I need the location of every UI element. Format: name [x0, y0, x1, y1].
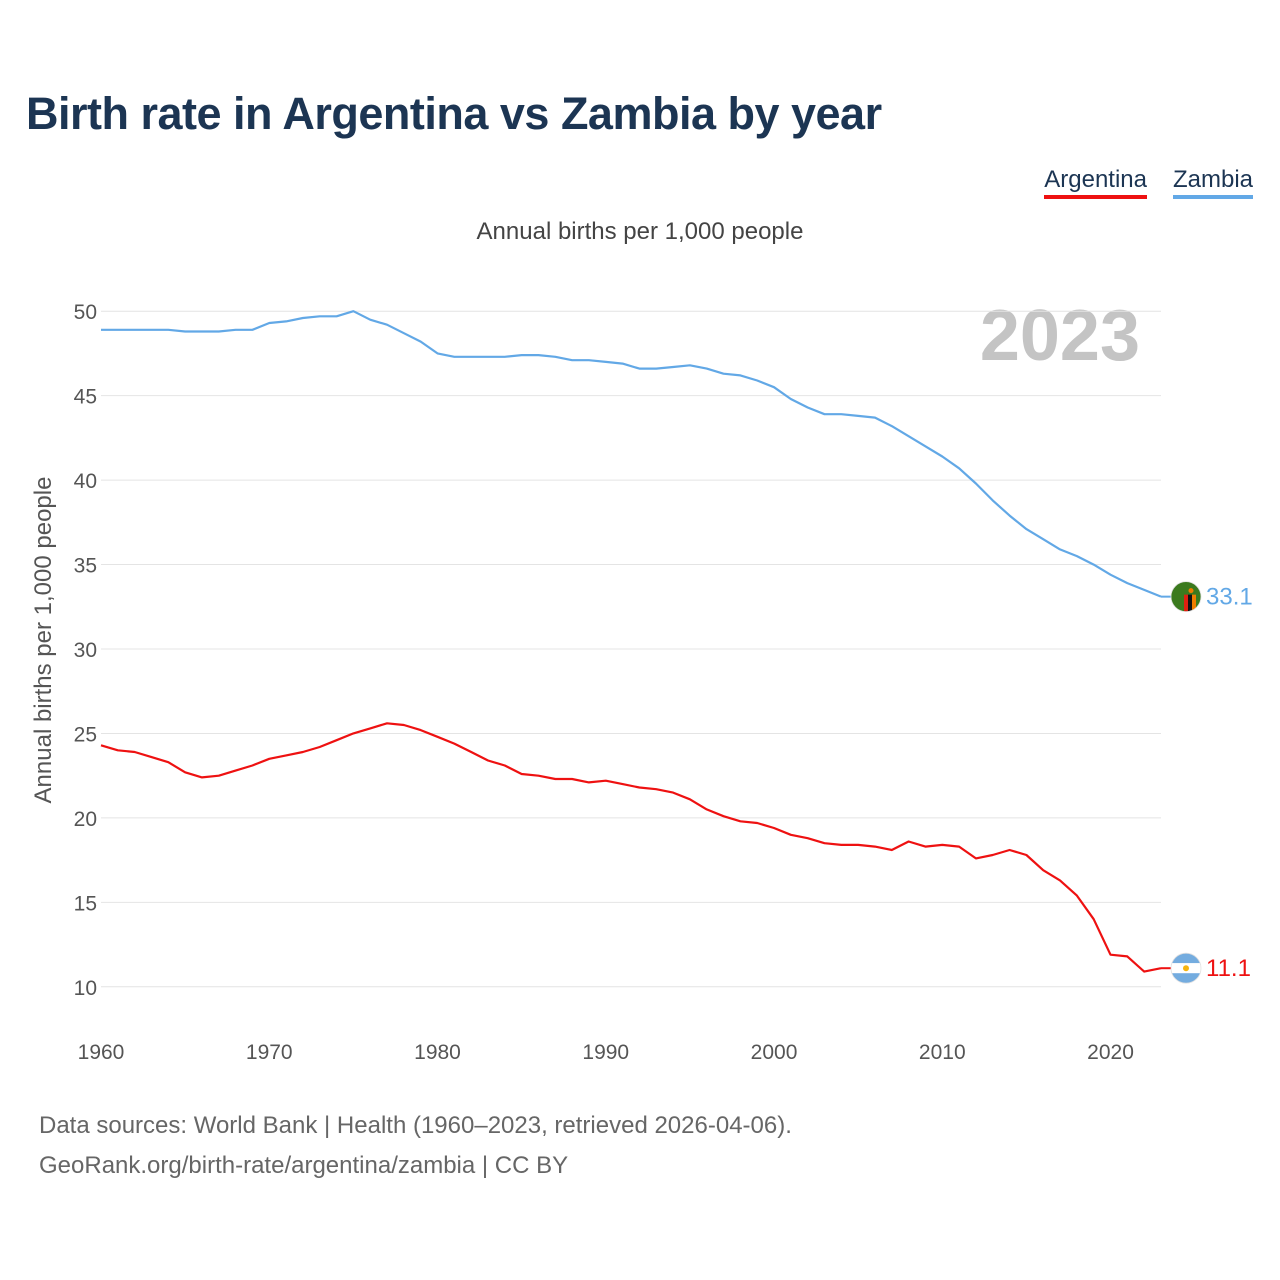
- y-axis-ticks: 10 15 20 25 30 35 40 45 50: [74, 301, 97, 1000]
- x-tick-label: 1960: [78, 1041, 125, 1064]
- sources-line-1: Data sources: World Bank | Health (1960–…: [39, 1112, 792, 1139]
- y-axis-label: Annual births per 1,000 people: [30, 477, 57, 804]
- legend-label-argentina: Argentina: [1044, 166, 1147, 193]
- y-tick-label: 50: [74, 301, 97, 324]
- x-tick-label: 2000: [751, 1041, 798, 1064]
- y-tick-label: 10: [74, 977, 97, 1000]
- legend-item-zambia[interactable]: Zambia: [1172, 166, 1253, 199]
- legend-swatch-zambia: [1172, 195, 1253, 199]
- y-tick-label: 25: [74, 723, 97, 746]
- series-line-argentina: [100, 722, 1162, 973]
- series-line-zambia: [101, 310, 1162, 598]
- series-lines: [100, 310, 1162, 973]
- argentina-flag-icon: [1170, 952, 1202, 984]
- sources-line-2[interactable]: GeoRank.org/birth-rate/argentina/zambia …: [39, 1152, 569, 1179]
- y-tick-label: 15: [74, 892, 97, 915]
- y-tick-label: 30: [74, 639, 97, 662]
- x-tick-label: 2010: [919, 1041, 966, 1064]
- x-tick-label: 1970: [246, 1041, 293, 1064]
- end-value-label: 11.1: [1206, 955, 1251, 982]
- y-tick-label: 40: [74, 470, 97, 493]
- x-axis-ticks: 1960 1970 1980 1990 2000 2010 2020: [78, 1041, 1134, 1064]
- end-markers: 33.1 11.1: [1161, 581, 1253, 984]
- y-tick-label: 45: [74, 386, 97, 409]
- data-sources: Data sources: World Bank | Health (1960–…: [39, 1106, 792, 1186]
- y-tick-label: 35: [74, 555, 97, 578]
- gridlines: [101, 310, 1161, 988]
- legend-item-argentina[interactable]: Argentina: [1044, 166, 1147, 199]
- zambia-flag-icon: [1170, 581, 1202, 613]
- chart-subtitle: Annual births per 1,000 people: [477, 218, 804, 245]
- x-tick-label: 1980: [414, 1041, 461, 1064]
- legend-swatch-argentina: [1044, 195, 1147, 199]
- x-tick-label: 2020: [1087, 1041, 1134, 1064]
- end-value-label: 33.1: [1206, 584, 1253, 611]
- year-watermark: 2023: [980, 296, 1140, 376]
- y-tick-label: 20: [74, 808, 97, 831]
- legend-label-zambia: Zambia: [1172, 166, 1253, 193]
- x-tick-label: 1990: [582, 1041, 629, 1064]
- chart-title: Birth rate in Argentina vs Zambia by yea…: [26, 88, 882, 139]
